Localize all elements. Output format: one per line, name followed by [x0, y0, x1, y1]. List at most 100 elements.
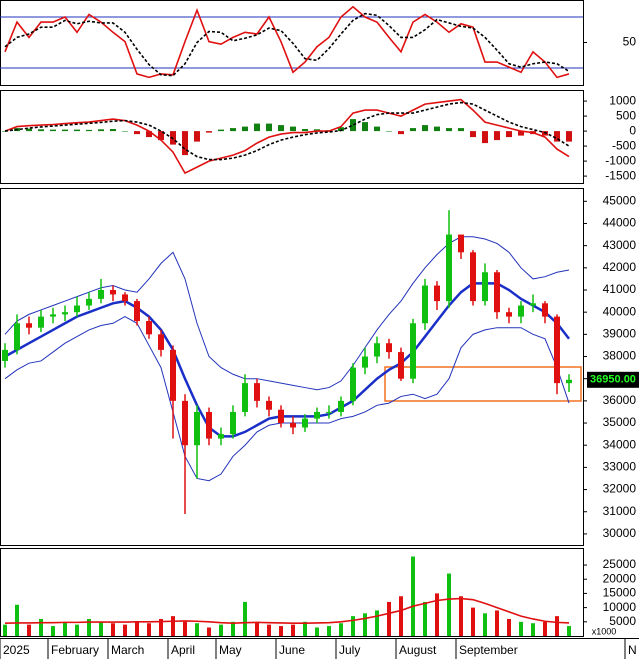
y-tick-label: 500 — [616, 108, 636, 122]
histogram-bar — [146, 131, 152, 138]
panel-frame — [0, 548, 584, 637]
histogram-bar — [134, 131, 140, 135]
last-price-box — [587, 371, 639, 388]
y-tick-label: 10000 — [603, 600, 637, 614]
volume-bar — [303, 621, 307, 636]
volume-bar — [447, 573, 451, 636]
volume-bar — [471, 607, 475, 636]
candle-body — [410, 323, 416, 379]
histogram-bar — [374, 126, 380, 132]
candle-body — [86, 298, 92, 306]
y-tick-label: 35000 — [603, 415, 637, 429]
candle-body — [230, 411, 236, 435]
volume-bar — [219, 624, 223, 636]
volume-bar — [207, 627, 211, 636]
candle-body — [242, 383, 248, 412]
histogram-bar — [194, 131, 200, 142]
histogram-bar — [518, 131, 524, 136]
x-tick-label: March — [111, 643, 144, 657]
volume-bar — [459, 596, 463, 636]
volume-bar — [231, 621, 235, 636]
volume-bar — [279, 626, 283, 636]
histogram-bar — [218, 129, 224, 132]
volume-bar — [87, 618, 91, 636]
histogram-bar — [506, 131, 512, 138]
y-tick-label: 31000 — [603, 504, 637, 518]
volume-bar — [387, 601, 391, 636]
unit-label: x1000 — [592, 626, 617, 636]
x-tick-label: July — [339, 643, 360, 657]
volume-bar — [75, 624, 79, 636]
candle-body — [194, 411, 200, 446]
y-tick-label: 33000 — [603, 460, 637, 474]
y-tick-label: -1500 — [605, 168, 636, 182]
volume-bar — [339, 623, 343, 636]
series-line — [4, 316, 570, 482]
histogram-bar — [122, 131, 128, 132]
histogram-bar — [350, 119, 356, 132]
volume-bar — [495, 610, 499, 636]
histogram-bar — [230, 128, 236, 132]
volume-bar — [111, 623, 115, 636]
y-tick-label: 32000 — [603, 482, 637, 496]
candle-body — [302, 418, 308, 428]
histogram-bar — [566, 131, 572, 142]
series-line — [4, 101, 570, 161]
candle-body — [554, 316, 560, 384]
y-tick-label: 40000 — [603, 304, 637, 318]
x-tick-label: April — [171, 643, 195, 657]
histogram-bar — [242, 126, 248, 132]
volume-bar — [159, 618, 163, 636]
volume-bar — [39, 618, 43, 636]
y-tick-label: 41000 — [603, 282, 637, 296]
y-tick-label: 38000 — [603, 349, 637, 363]
y-tick-label: -1000 — [605, 153, 636, 167]
volume-bar — [267, 624, 271, 636]
histogram-bar — [410, 128, 416, 132]
y-tick-label: 25000 — [603, 557, 637, 571]
candle-body — [506, 312, 512, 317]
candle-body — [2, 349, 8, 361]
candle-body — [542, 303, 548, 317]
candle-body — [458, 234, 464, 253]
candle-body — [434, 285, 440, 302]
histogram-bar — [38, 129, 44, 132]
series-line — [4, 5, 570, 79]
x-tick-label: June — [279, 643, 305, 657]
candle-body — [482, 272, 488, 302]
histogram-bar — [86, 129, 92, 132]
candle-body — [266, 400, 272, 410]
candle-body — [566, 379, 572, 384]
volume-bar — [123, 624, 127, 636]
volume-bar — [327, 626, 331, 636]
x-tick-label: February — [51, 643, 99, 657]
histogram-bar — [302, 129, 308, 132]
volume-bar — [243, 601, 247, 636]
volume-bar — [135, 621, 139, 636]
candle-body — [350, 367, 356, 401]
candle-body — [218, 434, 224, 439]
volume-bar — [519, 621, 523, 636]
volume-bar — [435, 593, 439, 636]
histogram-bar — [62, 129, 68, 132]
volume-bar — [363, 613, 367, 636]
candle-body — [422, 285, 428, 324]
y-tick-label: 5000 — [609, 614, 636, 628]
volume-bar — [543, 621, 547, 636]
histogram-bar — [158, 131, 164, 141]
x-tick-label: August — [399, 643, 437, 657]
volume-bar — [183, 621, 187, 636]
histogram-bar — [470, 131, 476, 138]
candle-body — [290, 423, 296, 428]
histogram-bar — [74, 129, 80, 132]
y-tick-label: 50 — [623, 35, 637, 49]
panel-frame — [0, 188, 584, 546]
series-line — [4, 236, 570, 391]
histogram-bar — [422, 125, 428, 132]
histogram-bar — [26, 128, 32, 132]
histogram-bar — [458, 128, 464, 132]
candle-body — [278, 409, 284, 424]
volume-bar — [315, 627, 319, 636]
candle-body — [530, 303, 536, 306]
